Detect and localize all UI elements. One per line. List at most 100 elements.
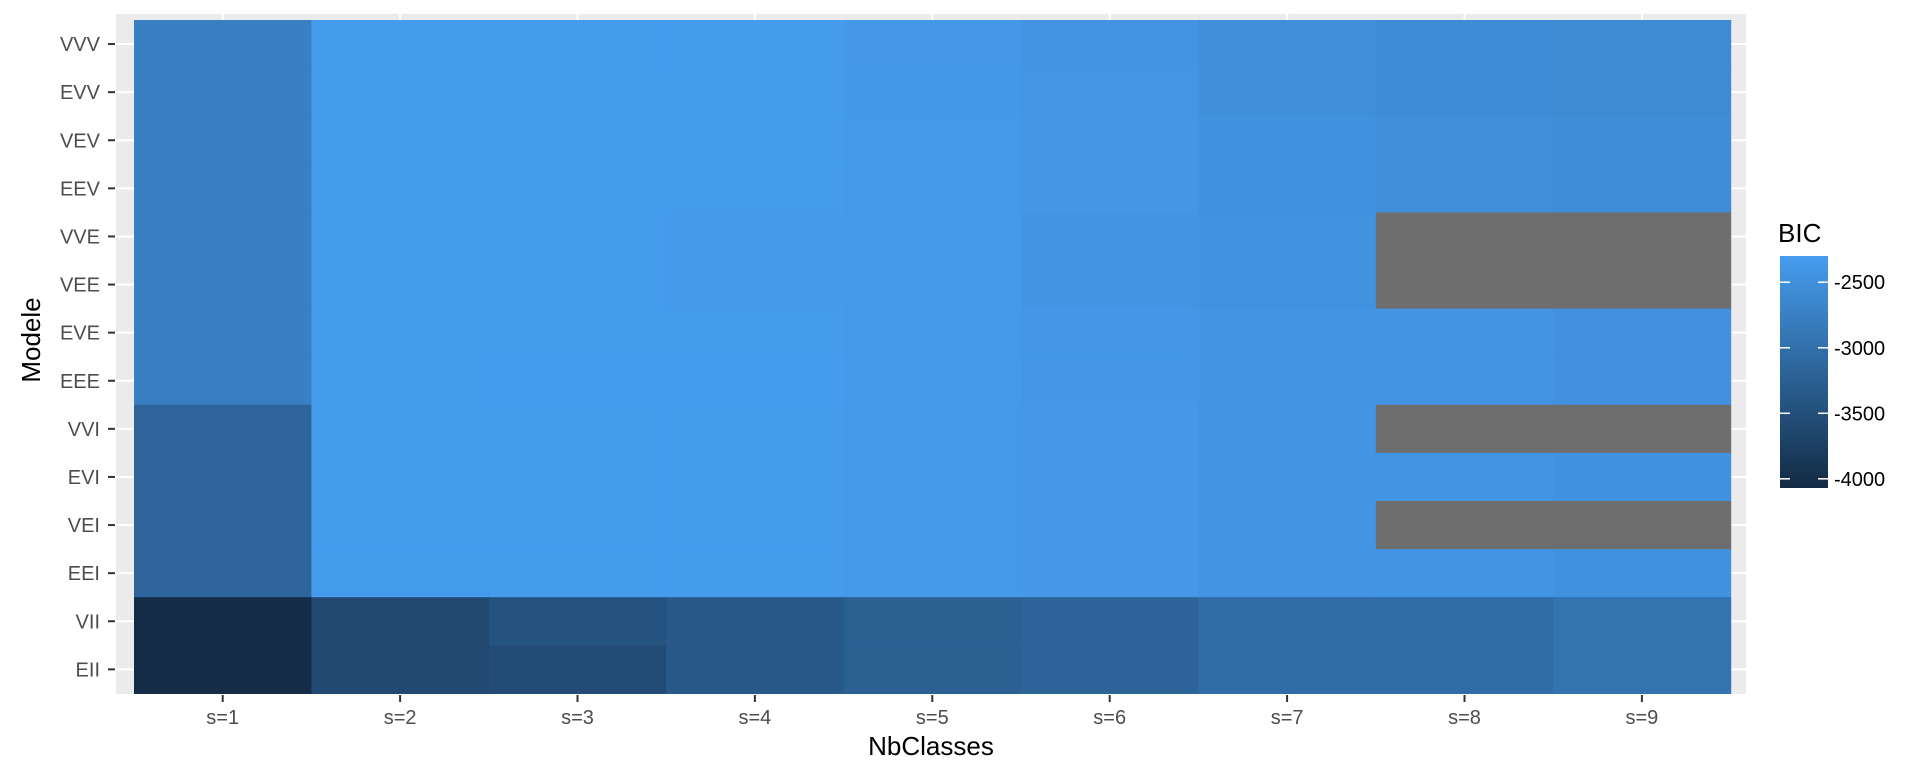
- x-tick-label: s=6: [1093, 707, 1126, 729]
- heatmap-tile: [666, 356, 845, 406]
- heatmap-tile: [311, 212, 490, 262]
- heatmap-tile: [666, 260, 845, 310]
- heatmap-tile: [134, 212, 312, 262]
- heatmap-tile: [843, 212, 1022, 262]
- heatmap-tile: [488, 68, 667, 117]
- heatmap-tile: [1553, 260, 1732, 310]
- heatmap-tile: [134, 260, 312, 310]
- heatmap-tile: [1021, 308, 1199, 358]
- heatmap-tile: [1553, 116, 1732, 165]
- heatmap-tile: [311, 68, 490, 117]
- heatmap-tile: [1375, 356, 1554, 406]
- heatmap-tile: [1553, 164, 1732, 213]
- heatmap-tile: [1198, 404, 1377, 454]
- x-tick-label: s=3: [561, 707, 594, 729]
- heatmap-tiles: [134, 20, 1732, 694]
- heatmap-tile: [666, 212, 845, 262]
- x-tick-label: s=2: [384, 707, 417, 729]
- heatmap-tile: [311, 260, 490, 310]
- heatmap-tile: [1553, 404, 1732, 454]
- heatmap-tile: [311, 645, 490, 694]
- heatmap-tile: [1375, 212, 1554, 262]
- heatmap-tile: [1021, 164, 1199, 213]
- heatmap-tile: [1198, 116, 1377, 165]
- x-tick-label: s=8: [1448, 707, 1481, 729]
- heatmap-tile: [488, 20, 667, 69]
- heatmap-tile: [666, 68, 845, 117]
- y-tick-label: VVE: [60, 226, 100, 248]
- heatmap-tile: [1375, 20, 1554, 69]
- heatmap-tile: [488, 260, 667, 310]
- heatmap-tile: [488, 356, 667, 406]
- heatmap-tile: [1375, 68, 1554, 117]
- heatmap-tile: [1375, 452, 1554, 502]
- y-tick-label: VEI: [68, 515, 100, 537]
- heatmap-tile: [666, 116, 845, 165]
- legend-tick-label: -2500: [1834, 272, 1885, 294]
- heatmap-tile: [488, 212, 667, 262]
- heatmap-tile: [1375, 260, 1554, 310]
- heatmap-tile: [311, 452, 490, 502]
- heatmap-tile: [843, 68, 1022, 117]
- heatmap-tile: [843, 645, 1022, 694]
- legend-tick-label: -4000: [1834, 469, 1885, 491]
- heatmap-tile: [1021, 452, 1199, 502]
- heatmap-tile: [843, 501, 1022, 550]
- heatmap-tile: [1375, 116, 1554, 165]
- heatmap-tile: [1553, 452, 1732, 502]
- heatmap-tile: [488, 501, 667, 550]
- heatmap-tile: [1375, 308, 1554, 358]
- heatmap-tile: [1375, 164, 1554, 213]
- heatmap-tile: [843, 452, 1022, 502]
- heatmap-tile: [1198, 260, 1377, 310]
- heatmap-tile: [311, 549, 490, 598]
- y-tick-label: VEE: [60, 275, 100, 297]
- heatmap-tile: [843, 404, 1022, 454]
- x-axis: s=1 s=2 s=3 s=4 s=5 s=6 s=7 s=8 s=9: [206, 695, 1658, 729]
- heatmap-tile: [1198, 164, 1377, 213]
- heatmap-tile: [134, 68, 312, 117]
- heatmap-tile: [1198, 212, 1377, 262]
- legend-tick-label: -3500: [1834, 403, 1885, 425]
- x-tick-label: s=9: [1625, 707, 1658, 729]
- heatmap-tile: [311, 501, 490, 550]
- heatmap-tile: [1021, 356, 1199, 406]
- heatmap-tile: [134, 501, 312, 550]
- heatmap-tile: [488, 549, 667, 598]
- heatmap-tile: [1375, 645, 1554, 694]
- heatmap-tile: [1198, 452, 1377, 502]
- legend-colorbar: [1780, 256, 1828, 488]
- color-legend: BIC -2500 -3000 -3500 -4000: [1778, 218, 1885, 491]
- heatmap-tile: [1375, 549, 1554, 598]
- heatmap-tile: [1021, 549, 1199, 598]
- heatmap-tile: [1198, 308, 1377, 358]
- heatmap-tile: [1021, 212, 1199, 262]
- heatmap-tile: [1553, 68, 1732, 117]
- heatmap-tile: [1553, 645, 1732, 694]
- y-tick-label: EEE: [60, 371, 100, 393]
- heatmap-tile: [311, 164, 490, 213]
- heatmap-tile: [134, 597, 312, 646]
- heatmap-tile: [843, 308, 1022, 358]
- heatmap-tile: [1021, 260, 1199, 310]
- heatmap-tile: [488, 116, 667, 165]
- heatmap-tile: [134, 164, 312, 213]
- heatmap-tile: [1198, 501, 1377, 550]
- heatmap-tile: [134, 20, 312, 69]
- heatmap-tile: [1553, 308, 1732, 358]
- heatmap-tile: [1198, 597, 1377, 646]
- heatmap-tile: [666, 549, 845, 598]
- heatmap-tile: [1553, 212, 1732, 262]
- heatmap-tile: [1021, 404, 1199, 454]
- y-axis: VVV EVV VEV EEV VVE VEE EVE EEE VVI EVI VEI EEI VII E…: [60, 34, 115, 681]
- heatmap-tile: [843, 164, 1022, 213]
- heatmap-tile: [666, 645, 845, 694]
- heatmap-tile: [1375, 501, 1554, 550]
- legend-tick-label: -3000: [1834, 338, 1885, 360]
- heatmap-tile: [134, 116, 312, 165]
- heatmap-tile: [843, 549, 1022, 598]
- heatmap-tile: [1021, 597, 1199, 646]
- heatmap-tile: [488, 597, 667, 646]
- heatmap-tile: [1021, 68, 1199, 117]
